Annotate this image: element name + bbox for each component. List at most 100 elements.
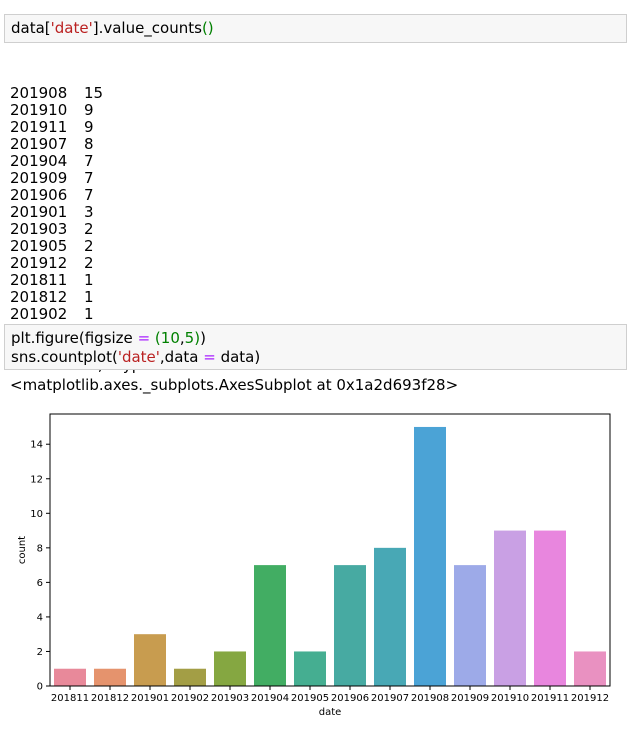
value-count-row: 201902 1 <box>10 306 199 323</box>
code-token: , <box>179 329 185 347</box>
x-tick-label: 201812 <box>91 693 129 704</box>
value-count-value: 1 <box>84 271 94 289</box>
value-count-row: 201906 7 <box>10 187 199 204</box>
bar-201902 <box>174 668 206 686</box>
code-token: data[ <box>11 19 51 37</box>
value-count-value: 15 <box>84 84 104 102</box>
value-counts-list: 201908 15 201910 9 201911 9 201907 8 201904 7 2019… <box>10 85 199 323</box>
value-count-key: 201909 <box>10 169 68 187</box>
x-axis-label: date <box>319 707 342 718</box>
bar-201905 <box>294 651 326 686</box>
value-count-value: 7 <box>84 152 94 170</box>
value-count-key: 201910 <box>10 101 68 119</box>
x-tick-label: 201908 <box>411 693 449 704</box>
x-tick-label: 201904 <box>251 693 289 704</box>
code-paren-token: ( <box>154 329 161 347</box>
value-count-row: 201905 2 <box>10 238 199 255</box>
value-count-key: 201811 <box>10 271 68 289</box>
code-cell-1[interactable]: data['date'].value_counts() <box>4 14 627 43</box>
x-axis: 201811 201812 201901 201902 201903 201904 2019… <box>51 686 609 704</box>
bar-201911 <box>534 530 566 686</box>
value-count-key: 201812 <box>10 288 68 306</box>
y-tick-label: 6 <box>37 578 43 589</box>
bar-201910 <box>494 530 526 686</box>
code-string-token: 'date' <box>50 19 93 37</box>
y-tick-label: 14 <box>30 440 43 451</box>
x-tick-label: 201907 <box>371 693 409 704</box>
value-count-value: 8 <box>84 135 94 153</box>
cell2-output-text: <matplotlib.axes._subplots.AxesSubplot a… <box>10 376 459 394</box>
value-count-value: 9 <box>84 118 94 136</box>
plot-frame <box>49 413 611 687</box>
value-count-row: 201811 1 <box>10 272 199 289</box>
code-string-token: 'date' <box>117 348 160 366</box>
bar-201812 <box>94 668 126 686</box>
bar-201907 <box>374 547 406 686</box>
code-token: data) <box>215 348 261 366</box>
y-tick-label: 12 <box>30 474 43 485</box>
y-tick-label: 10 <box>30 509 43 520</box>
code-operator-token: = <box>137 329 151 347</box>
code-line: sns.countplot('date',data = data) <box>5 348 626 367</box>
y-axis-label: count <box>17 536 28 564</box>
bar-201901 <box>134 634 166 686</box>
x-tick-label: 201811 <box>51 693 89 704</box>
value-count-key: 201905 <box>10 237 68 255</box>
code-token: sns.countplot( <box>11 348 118 366</box>
code-operator-token: = <box>203 348 216 366</box>
code-paren-token: ) <box>194 329 201 347</box>
code-token: plt.figure(figsize <box>11 329 138 347</box>
y-tick-label: 8 <box>37 543 43 554</box>
bars-group <box>54 426 606 686</box>
bar-201912 <box>574 651 606 686</box>
value-count-row: 201907 8 <box>10 136 199 153</box>
value-count-value: 2 <box>84 237 94 255</box>
code-token: ,data <box>159 348 204 366</box>
value-count-row: 201904 7 <box>10 153 199 170</box>
x-tick-label: 201903 <box>211 693 249 704</box>
value-count-row: 201909 7 <box>10 170 199 187</box>
y-tick-label: 0 <box>37 682 43 693</box>
value-count-key: 201902 <box>10 305 68 323</box>
x-tick-label: 201911 <box>531 693 569 704</box>
x-tick-label: 201901 <box>131 693 169 704</box>
value-count-key: 201907 <box>10 135 68 153</box>
code-token: ].value_counts <box>92 19 202 37</box>
x-tick-label: 201910 <box>491 693 529 704</box>
value-count-value: 1 <box>84 288 94 306</box>
value-count-row: 201908 15 <box>10 85 199 102</box>
code-number-token: 5 <box>184 329 195 347</box>
value-count-key: 201901 <box>10 203 68 221</box>
x-tick-label: 201912 <box>571 693 609 704</box>
code-token: ) <box>200 329 206 347</box>
value-count-row: 201911 9 <box>10 119 199 136</box>
value-count-row: 201903 2 <box>10 221 199 238</box>
code-cell-2[interactable]: plt.figure(figsize = (10,5)) sns.countpl… <box>4 324 627 370</box>
value-count-value: 7 <box>84 186 94 204</box>
value-count-value: 3 <box>84 203 94 221</box>
value-count-value: 9 <box>84 101 94 119</box>
bar-201811 <box>54 668 86 686</box>
value-count-value: 2 <box>84 254 94 272</box>
x-tick-label: 201906 <box>331 693 369 704</box>
value-count-row: 201901 3 <box>10 204 199 221</box>
code-paren-token: () <box>201 19 214 37</box>
bar-201904 <box>254 565 286 686</box>
code-line: plt.figure(figsize = (10,5)) <box>5 325 626 348</box>
bar-201906 <box>334 565 366 686</box>
code-line: data['date'].value_counts() <box>5 15 626 38</box>
value-count-value: 7 <box>84 169 94 187</box>
value-count-key: 201906 <box>10 186 68 204</box>
value-count-value: 2 <box>84 220 94 238</box>
value-count-key: 201904 <box>10 152 68 170</box>
bar-201903 <box>214 651 246 686</box>
value-count-row: 201812 1 <box>10 289 199 306</box>
code-number-token: 10 <box>160 329 180 347</box>
bar-201909 <box>454 565 486 686</box>
value-count-key: 201908 <box>10 84 68 102</box>
value-count-key: 201912 <box>10 254 68 272</box>
y-tick-label: 4 <box>37 612 43 623</box>
x-tick-label: 201905 <box>291 693 329 704</box>
x-tick-label: 201909 <box>451 693 489 704</box>
